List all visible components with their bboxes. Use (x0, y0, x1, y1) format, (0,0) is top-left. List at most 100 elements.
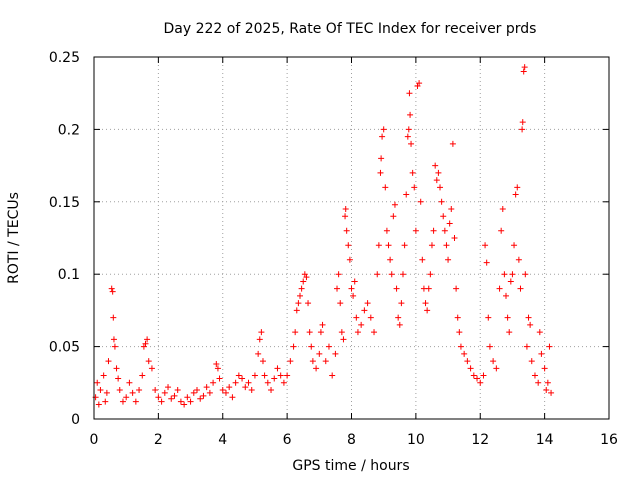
data-point (313, 365, 320, 372)
data-point (338, 329, 345, 336)
data-point (277, 372, 284, 379)
data-point (456, 329, 463, 336)
data-point (303, 274, 310, 281)
data-point (419, 256, 426, 263)
data-point (348, 285, 355, 292)
data-point (498, 227, 505, 234)
data-point (95, 401, 102, 408)
data-point (424, 307, 431, 314)
data-point (97, 387, 104, 394)
data-point (261, 372, 268, 379)
data-point (407, 111, 414, 118)
data-point (374, 271, 381, 278)
data-point (292, 329, 299, 336)
data-point (148, 365, 155, 372)
data-point (467, 365, 474, 372)
data-point (158, 398, 165, 405)
data-point (548, 389, 555, 396)
data-point (110, 336, 117, 343)
data-point (501, 271, 508, 278)
data-point (293, 307, 300, 314)
data-point (536, 329, 543, 336)
data-point (168, 395, 175, 402)
data-point (482, 242, 489, 249)
data-point (332, 350, 339, 357)
data-point (197, 395, 204, 402)
data-point (519, 126, 526, 133)
data-point (284, 372, 291, 379)
data-point (322, 358, 329, 365)
data-point (519, 119, 526, 126)
data-point (119, 398, 126, 405)
data-point (308, 343, 315, 350)
data-point (477, 379, 484, 386)
data-point (432, 162, 439, 169)
data-point (200, 392, 207, 399)
data-point (504, 314, 511, 321)
data-point (316, 350, 323, 357)
data-point (259, 358, 266, 365)
data-point (317, 329, 324, 336)
data-point (435, 169, 442, 176)
data-point (541, 365, 548, 372)
x-tick-label: 2 (154, 432, 163, 448)
x-tick-label: 0 (90, 432, 99, 448)
data-point (443, 242, 450, 249)
data-point (126, 379, 133, 386)
data-point (361, 307, 368, 314)
data-point (398, 300, 405, 307)
data-point (378, 155, 385, 162)
data-point (499, 206, 506, 213)
data-point (129, 389, 136, 396)
data-point (404, 133, 411, 140)
data-point (298, 285, 305, 292)
data-point (110, 314, 117, 321)
data-point (408, 140, 415, 147)
data-point (388, 271, 395, 278)
data-point (523, 343, 530, 350)
data-point (496, 285, 503, 292)
data-point (393, 285, 400, 292)
data-point (387, 256, 394, 263)
y-tick-label: 0.15 (49, 195, 80, 211)
data-point (181, 401, 188, 408)
data-point (242, 384, 249, 391)
data-point (441, 227, 448, 234)
data-point (411, 184, 418, 191)
axis-ticks: 0 2 4 6 8 10 12 14 16 0 0.05 0.1 0.15 0.2 0.25 (49, 50, 618, 448)
data-point (329, 372, 336, 379)
data-point (380, 126, 387, 133)
data-point (325, 343, 332, 350)
data-point (155, 394, 162, 401)
data-point (391, 201, 398, 208)
data-point (226, 384, 233, 391)
y-tick-label: 0.25 (49, 50, 80, 66)
data-point (406, 90, 413, 97)
y-tick-label: 0.2 (58, 122, 80, 138)
data-point (401, 242, 408, 249)
data-point (528, 358, 535, 365)
x-tick-label: 6 (283, 432, 292, 448)
data-point (245, 379, 252, 386)
y-axis-label: ROTI / TECUs (6, 192, 22, 284)
data-point (383, 227, 390, 234)
data-point (132, 398, 139, 405)
data-point (354, 329, 361, 336)
data-point (206, 389, 213, 396)
data-point (544, 379, 551, 386)
x-tick-label: 12 (471, 432, 489, 448)
data-point (235, 372, 242, 379)
data-point (335, 271, 342, 278)
x-tick-label: 16 (600, 432, 618, 448)
data-point (297, 292, 303, 299)
data-point (480, 372, 487, 379)
x-axis-label: GPS time / hours (292, 458, 409, 474)
data-point (116, 387, 123, 394)
data-point (454, 314, 461, 321)
data-point (379, 133, 386, 140)
data-point (403, 191, 410, 198)
data-point (485, 314, 492, 321)
data-point (503, 292, 509, 299)
data-point (527, 321, 534, 328)
data-point (525, 314, 532, 321)
